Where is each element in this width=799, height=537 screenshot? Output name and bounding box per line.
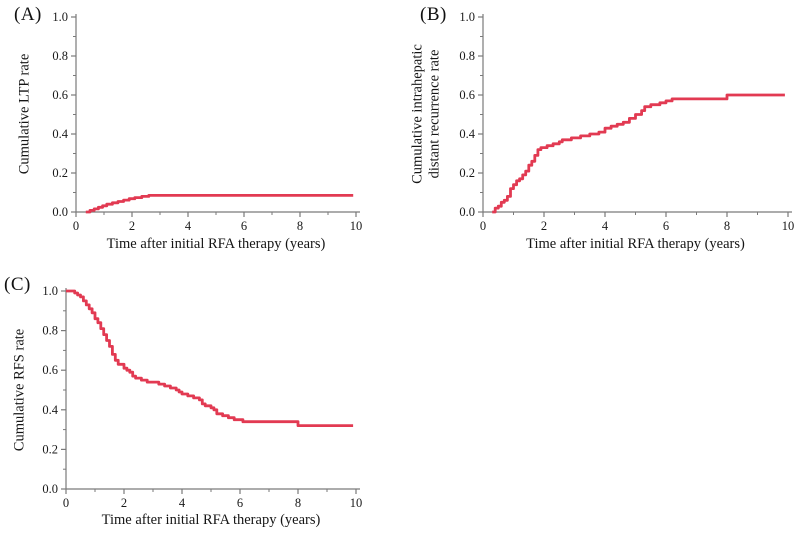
panel-a-x-axis-label: Time after initial RFA therapy (years) bbox=[106, 236, 326, 252]
panel-a-letter: (A) bbox=[14, 4, 42, 25]
svg-text:0.2: 0.2 bbox=[52, 166, 68, 180]
svg-text:0: 0 bbox=[63, 496, 69, 510]
panel-b-plot: 0.0 0.2 0.4 0.6 0.8 1.0 0 2 4 6 8 10 bbox=[459, 10, 795, 232]
svg-text:1.0: 1.0 bbox=[52, 10, 68, 24]
svg-text:0.2: 0.2 bbox=[42, 442, 58, 456]
panel-a: (A) Cumulative LTP rate 0.0 0.2 0.4 0.6 0.8 1… bbox=[0, 0, 399, 266]
km-curve-b bbox=[492, 93, 785, 214]
svg-text:2: 2 bbox=[129, 219, 135, 232]
svg-text:0: 0 bbox=[480, 219, 486, 232]
svg-text:0.4: 0.4 bbox=[52, 127, 68, 141]
svg-text:0.8: 0.8 bbox=[52, 49, 68, 63]
svg-text:1.0: 1.0 bbox=[42, 284, 58, 298]
svg-text:0.4: 0.4 bbox=[42, 403, 58, 417]
svg-text:6: 6 bbox=[237, 496, 243, 510]
panel-c-x-axis-label: Time after initial RFA therapy (years) bbox=[101, 512, 321, 528]
svg-text:10: 10 bbox=[350, 496, 363, 510]
svg-text:2: 2 bbox=[121, 496, 127, 510]
panel-a-plot: 0.0 0.2 0.4 0.6 0.8 1.0 0 2 4 6 8 10 bbox=[52, 10, 363, 232]
svg-text:4: 4 bbox=[185, 219, 192, 232]
svg-text:8: 8 bbox=[724, 219, 730, 232]
svg-text:6: 6 bbox=[241, 219, 247, 232]
panel-c: (C) Cumulative RFS rate 0.0 0.2 0.4 0.6 0.8 1… bbox=[0, 268, 399, 537]
svg-text:4: 4 bbox=[179, 496, 186, 510]
svg-text:4: 4 bbox=[602, 219, 609, 232]
panel-b-x-axis-label: Time after initial RFA therapy (years) bbox=[526, 236, 745, 252]
svg-text:0.8: 0.8 bbox=[42, 324, 58, 338]
svg-text:0.6: 0.6 bbox=[52, 88, 68, 102]
svg-text:0.0: 0.0 bbox=[52, 205, 68, 219]
km-curve-a bbox=[85, 194, 354, 214]
km-curve-c bbox=[66, 289, 354, 427]
svg-text:0.6: 0.6 bbox=[42, 363, 58, 377]
svg-text:1.0: 1.0 bbox=[459, 10, 475, 24]
panel-c-letter: (C) bbox=[4, 274, 31, 295]
svg-text:0.0: 0.0 bbox=[42, 482, 58, 496]
svg-text:2: 2 bbox=[541, 219, 547, 232]
svg-text:8: 8 bbox=[295, 496, 301, 510]
svg-text:0: 0 bbox=[73, 219, 79, 232]
svg-text:0.4: 0.4 bbox=[459, 127, 475, 141]
svg-text:8: 8 bbox=[297, 219, 303, 232]
svg-text:0.8: 0.8 bbox=[459, 49, 475, 63]
panel-b: (B) Cumulative intrahepatic distant recu… bbox=[400, 0, 799, 266]
svg-text:6: 6 bbox=[663, 219, 669, 232]
panel-c-plot: 0.0 0.2 0.4 0.6 0.8 1.0 0 2 4 6 8 10 bbox=[42, 284, 363, 510]
svg-text:0.0: 0.0 bbox=[459, 205, 475, 219]
svg-text:10: 10 bbox=[350, 219, 363, 232]
svg-text:0.6: 0.6 bbox=[459, 88, 475, 102]
svg-text:0.2: 0.2 bbox=[459, 166, 475, 180]
panel-b-letter: (B) bbox=[420, 4, 447, 25]
svg-text:10: 10 bbox=[782, 219, 795, 232]
